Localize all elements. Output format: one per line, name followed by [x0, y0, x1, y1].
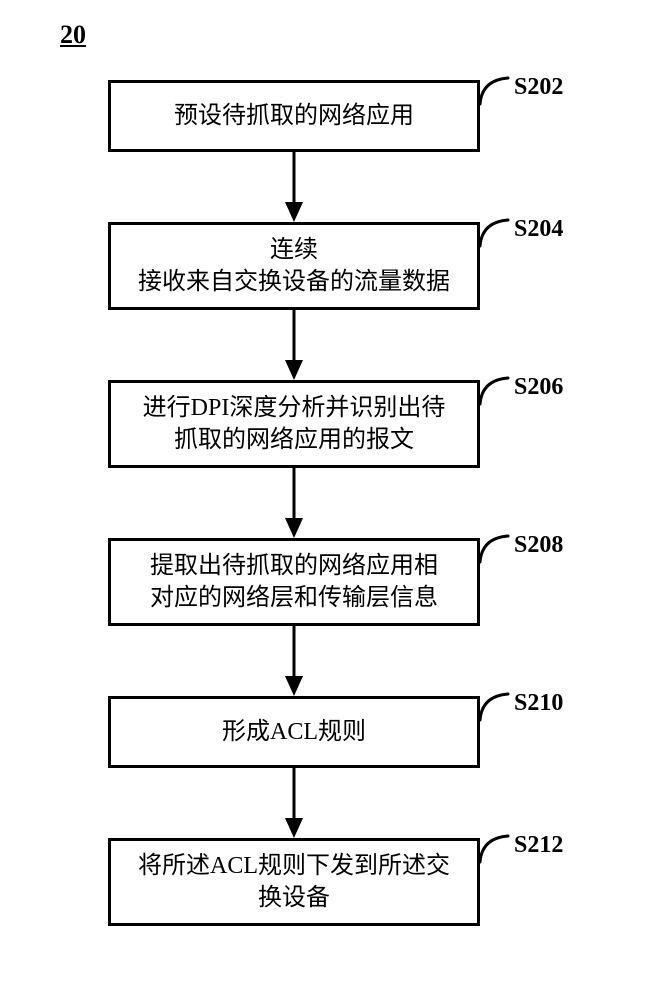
flow-node-text: 将所述ACL规则下发到所述交换设备: [138, 850, 450, 915]
flow-node-s212: 将所述ACL规则下发到所述交换设备: [108, 838, 480, 926]
flow-node-s208: 提取出待抓取的网络应用相对应的网络层和传输层信息: [108, 538, 480, 626]
figure-number: 20: [60, 20, 86, 50]
flow-node-text: 形成ACL规则: [222, 716, 366, 748]
flow-node-text: 进行DPI深度分析并识别出待抓取的网络应用的报文: [143, 392, 446, 457]
flow-node-label-s208: S208: [514, 532, 563, 559]
flow-node-text: 连续接收来自交换设备的流量数据: [138, 234, 450, 299]
flow-node-label-s204: S204: [514, 216, 563, 243]
flow-node-s206: 进行DPI深度分析并识别出待抓取的网络应用的报文: [108, 380, 480, 468]
flow-node-label-s202: S202: [514, 74, 563, 101]
flow-node-label-s210: S210: [514, 690, 563, 717]
flow-node-s204: 连续接收来自交换设备的流量数据: [108, 222, 480, 310]
flow-node-text: 预设待抓取的网络应用: [174, 100, 414, 132]
flow-node-s202: 预设待抓取的网络应用: [108, 80, 480, 152]
flow-node-label-s206: S206: [514, 374, 563, 401]
flow-node-s210: 形成ACL规则: [108, 696, 480, 768]
flow-node-label-s212: S212: [514, 832, 563, 859]
flow-node-text: 提取出待抓取的网络应用相对应的网络层和传输层信息: [150, 550, 438, 615]
diagram-page: 20 预设待抓取的网络应用 连续接收来自交换设备的流量数据 进行DPI深度分析并…: [0, 0, 646, 1000]
